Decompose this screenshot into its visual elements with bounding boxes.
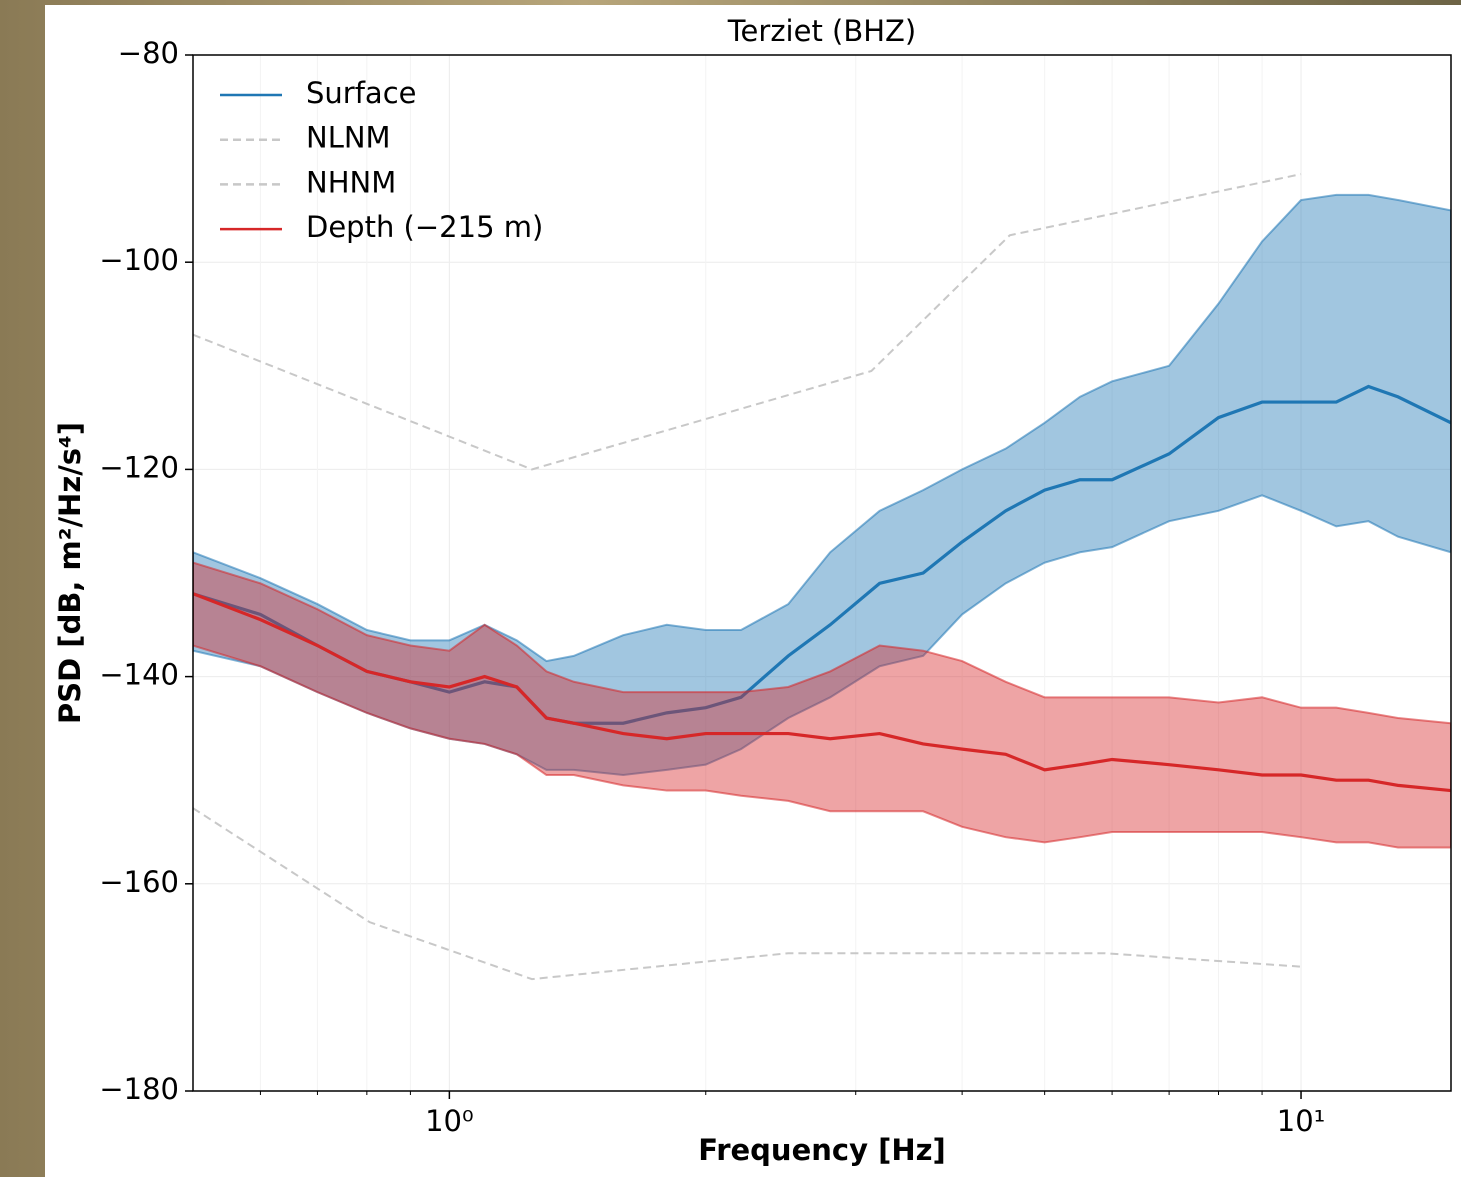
series-line — [193, 384, 1451, 725]
series-line — [193, 592, 1451, 793]
y-tick-label: −120 — [99, 450, 179, 484]
series-line — [193, 807, 1302, 981]
axes-frame — [192, 54, 1452, 1092]
axes: −80 −100 −120 −140 −160 −180 10⁰ 10¹ — [99, 36, 1325, 1138]
plot-area — [193, 173, 1451, 981]
band — [193, 561, 1451, 849]
y-tick-label: −80 — [118, 36, 179, 70]
figure-background — [45, 5, 1461, 1177]
grid — [193, 54, 1451, 1092]
y-tick-label: −140 — [99, 658, 179, 692]
y-tick-label: −100 — [99, 243, 179, 277]
x-tick-label: 10⁰ — [425, 1104, 474, 1138]
y-axis-label: PSD [dB, m²/Hz/s⁴] — [53, 422, 87, 724]
series-line — [193, 173, 1302, 471]
x-tick-label: 10¹ — [1277, 1104, 1326, 1138]
legend-label: Surface — [306, 76, 416, 110]
legend: Surface NLNM NHNM Depth (−215 m) — [220, 76, 543, 244]
y-tick-label: −180 — [99, 1072, 179, 1106]
legend-label: NHNM — [306, 165, 396, 199]
legend-label: Depth (−215 m) — [306, 210, 543, 244]
legend-label: NLNM — [306, 121, 391, 155]
chart-title: Terziet (BHZ) — [727, 14, 916, 48]
band — [193, 193, 1451, 777]
x-axis-label: Frequency [Hz] — [698, 1133, 946, 1167]
y-tick-label: −160 — [99, 865, 179, 899]
